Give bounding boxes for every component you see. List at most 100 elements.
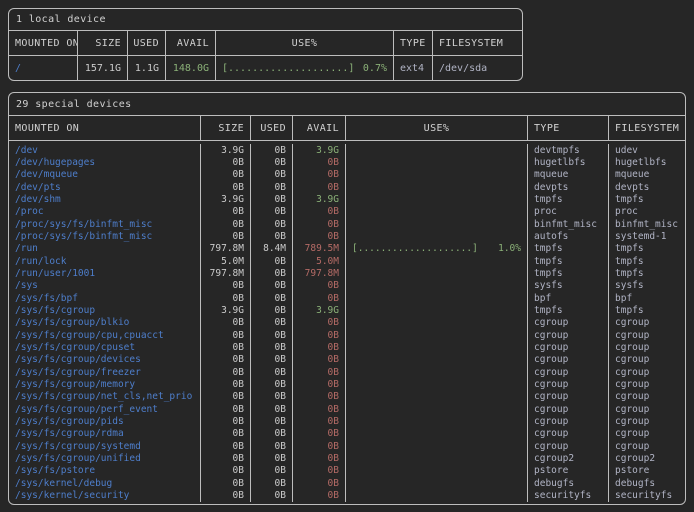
device-row: /run 797.8M 8.4M 789.5M [...................… [9,242,685,255]
device-row: /dev/hugepages 0B 0B 0B hugetlbfs hugetlbfs [9,156,685,169]
device-row: /run/lock 5.0M 0B 5.0M tmpfs tmpfs [9,254,685,268]
mount-point-cell: /sys/fs/cgroup/devices [9,353,201,366]
mount-point-cell: /sys/fs/cgroup/net_cls,net_prio [9,390,201,403]
avail-cell: 789.5M [293,242,346,255]
avail-cell: 0B [293,156,346,169]
size-cell: 5.0M [201,254,251,268]
type-cell: cgroup [528,316,609,329]
column-header-size: SIZE [78,31,128,55]
device-row: /run/user/1001 797.8M 0B 797.8M tmpfs tmpfs [9,267,685,280]
avail-cell: 0B [293,168,346,181]
device-row: /sys/fs/cgroup/perf_event 0B 0B 0B cgroup cgr… [9,402,685,416]
usage-bar-cell: [....................] 1.0% [346,242,528,255]
used-cell: 0B [251,439,293,453]
avail-cell: 0B [293,353,346,366]
filesystem-cell: pstore [615,465,650,477]
mount-point-cell: /proc [9,205,201,218]
filesystem-cell: cgroup [615,329,650,341]
avail-cell: 0B [293,476,346,490]
usage-bar-cell [346,230,528,243]
usage-bar-cell [346,328,528,342]
avail-cell: 3.9G [293,193,346,206]
size-cell: 0B [201,390,251,403]
used-cell: 0B [251,217,293,231]
type-cell: autofs [528,230,609,243]
avail-cell: 0B [293,316,346,329]
filesystem-cell: proc [615,206,638,218]
used-cell: 0B [251,254,293,268]
size-cell: 0B [201,464,251,477]
filesystem-cell: debugfs [615,477,656,489]
size-cell: 797.8M [201,242,251,255]
mount-point-cell: /sys/fs/cgroup/memory [9,378,201,391]
used-cell: 0B [251,193,293,206]
device-row: /sys/fs/cgroup/cpu,cpuacct 0B 0B 0B cgroup cg… [9,328,685,342]
device-row: /157.1G 1.1G 148.0G [....................] 0… [9,56,522,80]
column-header-used: USED [251,116,293,140]
mount-point-cell: /sys/fs/pstore [9,464,201,477]
used-cell: 0B [251,402,293,416]
mount-point-cell: /sys/fs/cgroup/cpu,cpuacct [9,328,201,342]
device-row: /sys 0B 0B 0B sysfs sysfs [9,279,685,292]
avail-cell: 0B [293,439,346,453]
column-header-used: USED [128,31,166,55]
size-cell: 0B [201,156,251,169]
used-cell: 0B [251,415,293,428]
avail-cell: 0B [293,217,346,231]
avail-cell: 0B [293,291,346,305]
device-row: /sys/fs/cgroup/blkio 0B 0B 0B cgroup cgroup [9,316,685,329]
usage-bar-cell [346,439,528,453]
mount-point-cell: /sys/fs/cgroup/freezer [9,365,201,379]
size-cell: 3.9G [201,304,251,317]
avail-cell: 0B [293,452,346,465]
device-row: /sys/fs/cgroup/freezer 0B 0B 0B cgroup cgroup [9,365,685,379]
size-cell: 0B [201,365,251,379]
filesystem-cell: cgroup [615,391,650,403]
avail-cell: 0B [293,180,346,194]
size-cell: 0B [201,402,251,416]
avail-cell: 0B [293,341,346,354]
table-header-row: MOUNTED ON SIZE USED AVAIL USE% TYPE FIL… [9,31,522,56]
usage-bar-cell [346,476,528,490]
column-header-size: SIZE [201,116,251,140]
filesystem-cell: tmpfs [615,255,644,267]
used-cell: 0B [251,304,293,317]
mount-point-cell: /sys/fs/cgroup/unified [9,452,201,465]
avail-cell: 0B [293,378,346,391]
type-cell: hugetlbfs [528,156,609,169]
usage-bar-cell [346,291,528,305]
filesystem-cell: tmpfs [615,243,644,255]
size-cell: 0B [201,452,251,465]
used-cell: 0B [251,205,293,218]
device-row: /dev/mqueue 0B 0B 0B mqueue mqueue [9,168,685,181]
type-cell: devtmpfs [528,144,609,157]
type-cell: cgroup [528,427,609,440]
device-row: /dev 3.9G 0B 3.9G devtmpfs udev [9,144,685,157]
filesystem-cell: cgroup [615,378,650,390]
size-cell: 0B [201,291,251,305]
mount-point-cell: /dev/mqueue [9,168,201,181]
size-cell: 0B [201,316,251,329]
usage-bar-cell [346,279,528,292]
used-cell: 0B [251,378,293,391]
device-row: /sys/fs/cgroup 3.9G 0B 3.9G tmpfs tmpfs [9,304,685,317]
used-cell: 0B [251,180,293,194]
device-row: /dev/pts 0B 0B 0B devpts devpts [9,180,685,194]
usage-bar-cell [346,427,528,440]
type-cell: sysfs [528,279,609,292]
column-header-avail: AVAIL [293,116,346,140]
table-header-row: MOUNTED ON SIZE USED AVAIL USE% TYPE FIL… [9,116,685,141]
device-row: /sys/fs/cgroup/rdma 0B 0B 0B cgroup cgroup [9,427,685,440]
filesystem-cell: tmpfs [615,193,644,205]
type-cell: mqueue [528,168,609,181]
filesystem-cell: hugetlbfs [615,156,667,168]
type-cell: cgroup [528,365,609,379]
mount-point-cell: /run/lock [9,254,201,268]
device-row: /sys/fs/cgroup/net_cls,net_prio 0B 0B 0B cgr… [9,390,685,403]
column-header-filesystem: FILESYSTEM [439,37,504,49]
table-body: /157.1G 1.1G 148.0G [....................] 0… [9,56,522,80]
usage-bar: [....................] [352,243,478,255]
used-cell: 0B [251,476,293,490]
usage-percent: 1.0% [498,243,521,255]
size-cell: 0B [201,168,251,181]
